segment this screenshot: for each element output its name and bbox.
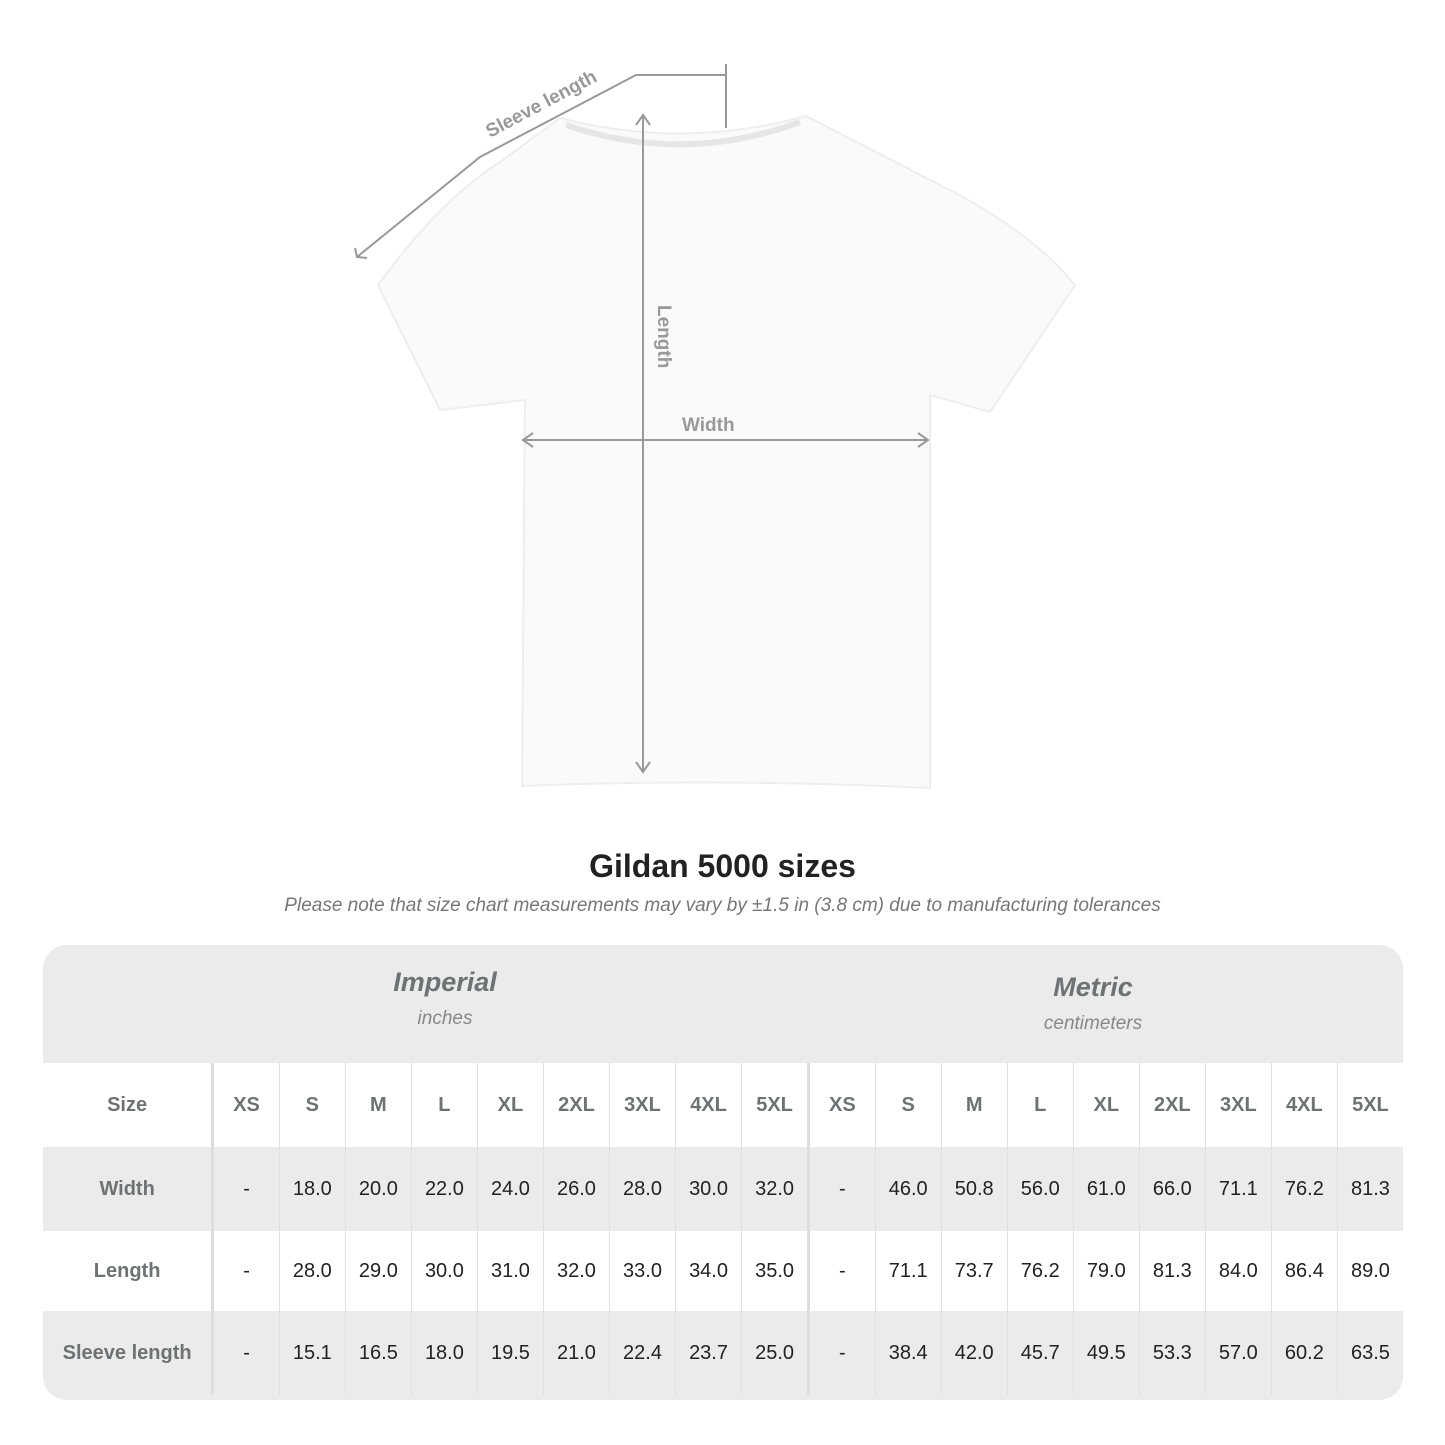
sleeve-line	[356, 74, 726, 258]
metric-cell: 57.0	[1204, 1311, 1272, 1395]
table-header-row: Size XS S M L XL 2XL 3XL 4XL 5XL XS S M L XL 2XL 3XL 4XL 5…	[43, 1063, 1403, 1147]
imperial-cell: 18.0	[278, 1147, 346, 1231]
imperial-cell: 28.0	[278, 1231, 346, 1311]
length-label: Length	[653, 305, 674, 368]
metric-cell: 38.4	[874, 1311, 942, 1395]
size-table: Size XS S M L XL 2XL 3XL 4XL 5XL XS S M L XL 2XL 3XL 4XL 5…	[43, 1063, 1403, 1395]
imperial-cell: 21.0	[542, 1311, 610, 1395]
metric-cell: 73.7	[940, 1231, 1008, 1311]
imperial-size-s: S	[278, 1063, 346, 1147]
imperial-cell: 30.0	[410, 1231, 478, 1311]
table-row: Sleeve length -15.1 16.5 18.0 19.5 21.0 22.4 23…	[43, 1311, 1403, 1395]
metric-title: Metric	[1053, 972, 1133, 1002]
imperial-cell: 33.0	[608, 1231, 676, 1311]
imperial-cell: -	[212, 1311, 280, 1395]
metric-cell: 86.4	[1270, 1231, 1338, 1311]
tolerance-note: Please note that size chart measurements…	[284, 895, 1161, 916]
imperial-cell: 32.0	[542, 1231, 610, 1311]
metric-cell: 56.0	[1006, 1147, 1074, 1231]
metric-size-2xl: 2XL	[1138, 1063, 1206, 1147]
metric-cell: 42.0	[940, 1311, 1008, 1395]
imperial-size-xs: XS	[212, 1063, 280, 1147]
imperial-cell: 31.0	[476, 1231, 544, 1311]
imperial-size-m: M	[344, 1063, 412, 1147]
metric-cell: 50.8	[940, 1147, 1008, 1231]
size-header: Size	[43, 1063, 215, 1147]
metric-cell: 81.3	[1138, 1231, 1206, 1311]
imperial-cell: 28.0	[608, 1147, 676, 1231]
imperial-cell: -	[212, 1147, 280, 1231]
metric-cell: 76.2	[1270, 1147, 1338, 1231]
row-label: Width	[43, 1147, 215, 1231]
imperial-cell: 24.0	[476, 1147, 544, 1231]
metric-cell: 46.0	[874, 1147, 942, 1231]
metric-size-xs: XS	[807, 1063, 876, 1147]
table-row: Width -18.0 20.0 22.0 24.0 26.0 28.0 30.0 32.0-4…	[43, 1147, 1403, 1231]
metric-cell: 63.5	[1336, 1311, 1403, 1395]
metric-cell: 76.2	[1006, 1231, 1074, 1311]
imperial-size-4xl: 4XL	[675, 1063, 742, 1147]
imperial-cell: 35.0	[741, 1231, 809, 1311]
imperial-cell: 25.0	[741, 1311, 809, 1395]
metric-unit: centimeters	[1043, 1013, 1143, 1034]
size-table-panel: Imperial inches Metric centimeters Size X…	[43, 945, 1403, 1400]
metric-cell: 71.1	[1204, 1147, 1272, 1231]
imperial-cell: 26.0	[542, 1147, 610, 1231]
metric-cell: 60.2	[1270, 1311, 1338, 1395]
metric-header: Metric centimeters	[893, 972, 1293, 1035]
imperial-cell: 29.0	[344, 1231, 412, 1311]
metric-cell: 84.0	[1204, 1231, 1272, 1311]
metric-cell: 45.7	[1006, 1311, 1074, 1395]
imperial-cell: 20.0	[344, 1147, 412, 1231]
metric-cell: 81.3	[1336, 1147, 1403, 1231]
imperial-cell: 15.1	[278, 1311, 346, 1395]
imperial-size-5xl: 5XL	[741, 1063, 809, 1147]
metric-size-5xl: 5XL	[1336, 1063, 1403, 1147]
metric-cell: 71.1	[874, 1231, 942, 1311]
metric-cell: 66.0	[1138, 1147, 1206, 1231]
imperial-cell: 30.0	[675, 1147, 742, 1231]
metric-cell: -	[807, 1231, 876, 1311]
metric-size-s: S	[874, 1063, 942, 1147]
metric-cell: 61.0	[1072, 1147, 1140, 1231]
metric-size-m: M	[940, 1063, 1008, 1147]
metric-size-xl: XL	[1072, 1063, 1140, 1147]
metric-cell: -	[807, 1147, 876, 1231]
imperial-size-xl: XL	[476, 1063, 544, 1147]
imperial-cell: 16.5	[344, 1311, 412, 1395]
imperial-cell: 23.7	[675, 1311, 742, 1395]
metric-cell: 49.5	[1072, 1311, 1140, 1395]
tshirt-shape	[376, 114, 1077, 790]
imperial-cell: -	[212, 1231, 280, 1311]
imperial-unit: inches	[417, 1008, 473, 1029]
imperial-header: Imperial inches	[245, 967, 645, 1030]
metric-cell: 89.0	[1336, 1231, 1403, 1311]
metric-cell: 53.3	[1138, 1311, 1206, 1395]
row-label: Sleeve length	[43, 1311, 215, 1395]
page-title: Gildan 5000 sizes	[589, 848, 856, 884]
imperial-size-3xl: 3XL	[608, 1063, 676, 1147]
metric-size-l: L	[1006, 1063, 1074, 1147]
width-label: Width	[682, 415, 735, 436]
metric-size-3xl: 3XL	[1204, 1063, 1272, 1147]
imperial-size-2xl: 2XL	[542, 1063, 610, 1147]
row-label: Length	[43, 1231, 215, 1311]
imperial-cell: 22.0	[410, 1147, 478, 1231]
imperial-size-l: L	[410, 1063, 478, 1147]
imperial-cell: 18.0	[410, 1311, 478, 1395]
imperial-cell: 19.5	[476, 1311, 544, 1395]
metric-cell: 79.0	[1072, 1231, 1140, 1311]
metric-cell: -	[807, 1311, 876, 1395]
imperial-cell: 34.0	[675, 1231, 742, 1311]
imperial-cell: 22.4	[608, 1311, 676, 1395]
imperial-cell: 32.0	[741, 1147, 809, 1231]
tshirt-diagram: Sleeve length Length Width	[354, 64, 1077, 790]
table-row: Length -28.0 29.0 30.0 31.0 32.0 33.0 34.0 35.0-…	[43, 1231, 1403, 1311]
imperial-title: Imperial	[393, 967, 497, 997]
metric-size-4xl: 4XL	[1270, 1063, 1338, 1147]
